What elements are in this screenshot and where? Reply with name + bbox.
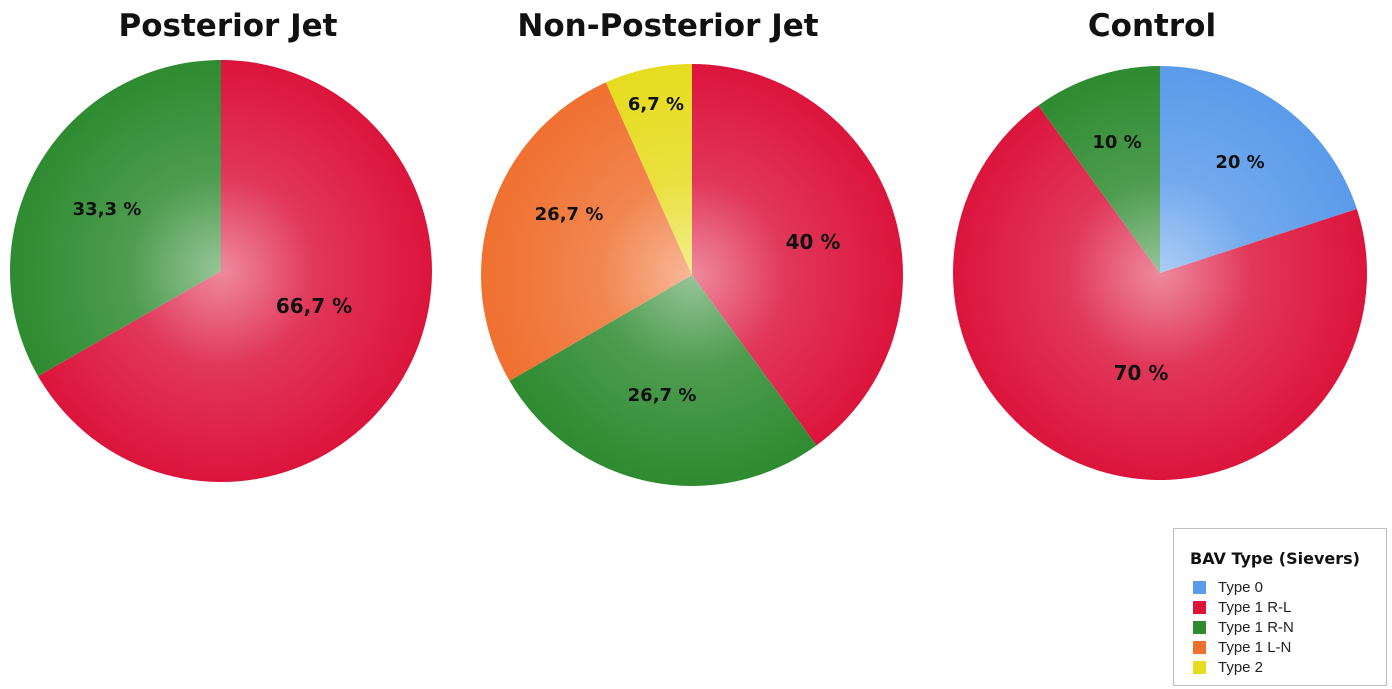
legend-label: Type 1 R-L (1218, 598, 1292, 616)
pie-slice-type-2 (605, 64, 692, 275)
legend-label: Type 2 (1218, 658, 1264, 676)
slice-label: 70 % (1114, 361, 1169, 385)
chart-title: Non-Posterior Jet (517, 8, 818, 44)
slice-label: 10 % (1092, 132, 1141, 153)
legend-swatch (1193, 660, 1206, 674)
legend-swatch (1193, 580, 1206, 594)
legend-title: BAV Type (Sievers) (1190, 549, 1360, 568)
legend-label: Type 0 (1218, 578, 1264, 596)
slice-label: 40 % (786, 230, 841, 254)
pie-chart-non-posterior-jet: Non-Posterior Jet 40 % 26,7 % 26,7 % 6,7… (481, 8, 903, 486)
slice-label: 26,7 % (628, 385, 697, 406)
slice-label: 66,7 % (276, 294, 352, 318)
chart-title: Control (1088, 8, 1216, 44)
pie-slices (10, 60, 433, 482)
pie-slice-type-1-r-n (10, 60, 222, 377)
legend: BAV Type (Sievers) Type 0 Type 1 R-L Typ… (1173, 528, 1387, 686)
pie-slice-type-1-r-n (509, 275, 817, 486)
pie-slices (953, 66, 1368, 480)
pie-slice-type-1-l-n (481, 82, 692, 381)
pie-slice-type-1-r-l (692, 64, 903, 446)
slice-label: 33,3 % (73, 199, 142, 220)
chart-title: Posterior Jet (119, 8, 338, 44)
legend-item: Type 2 (1193, 657, 1294, 677)
legend-swatch (1193, 620, 1206, 634)
legend-item: Type 1 R-L (1193, 597, 1294, 617)
pie-slice-type-0 (1160, 66, 1357, 273)
legend-swatch (1193, 640, 1206, 654)
pie-chart-control: Control 20 % 70 % 10 % (953, 8, 1368, 480)
legend-item: Type 0 (1193, 577, 1294, 597)
slice-label: 20 % (1215, 152, 1264, 173)
legend-item: Type 1 L-N (1193, 637, 1294, 657)
slice-label: 26,7 % (535, 204, 604, 225)
legend-label: Type 1 R-N (1218, 618, 1294, 636)
legend-items: Type 0 Type 1 R-L Type 1 R-N Type 1 L-N … (1193, 577, 1294, 677)
pie-slice-type-1-r-l (38, 60, 433, 482)
legend-label: Type 1 L-N (1218, 638, 1292, 656)
legend-item: Type 1 R-N (1193, 617, 1294, 637)
pie-slices (481, 64, 903, 486)
legend-swatch (1193, 600, 1206, 614)
slice-label: 6,7 % (628, 94, 684, 115)
pie-slice-type-1-r-n (1038, 66, 1160, 273)
pie-slice-type-1-r-l (953, 105, 1368, 480)
pie-chart-posterior-jet: Posterior Jet 66,7 % 33,3 % (10, 8, 433, 482)
